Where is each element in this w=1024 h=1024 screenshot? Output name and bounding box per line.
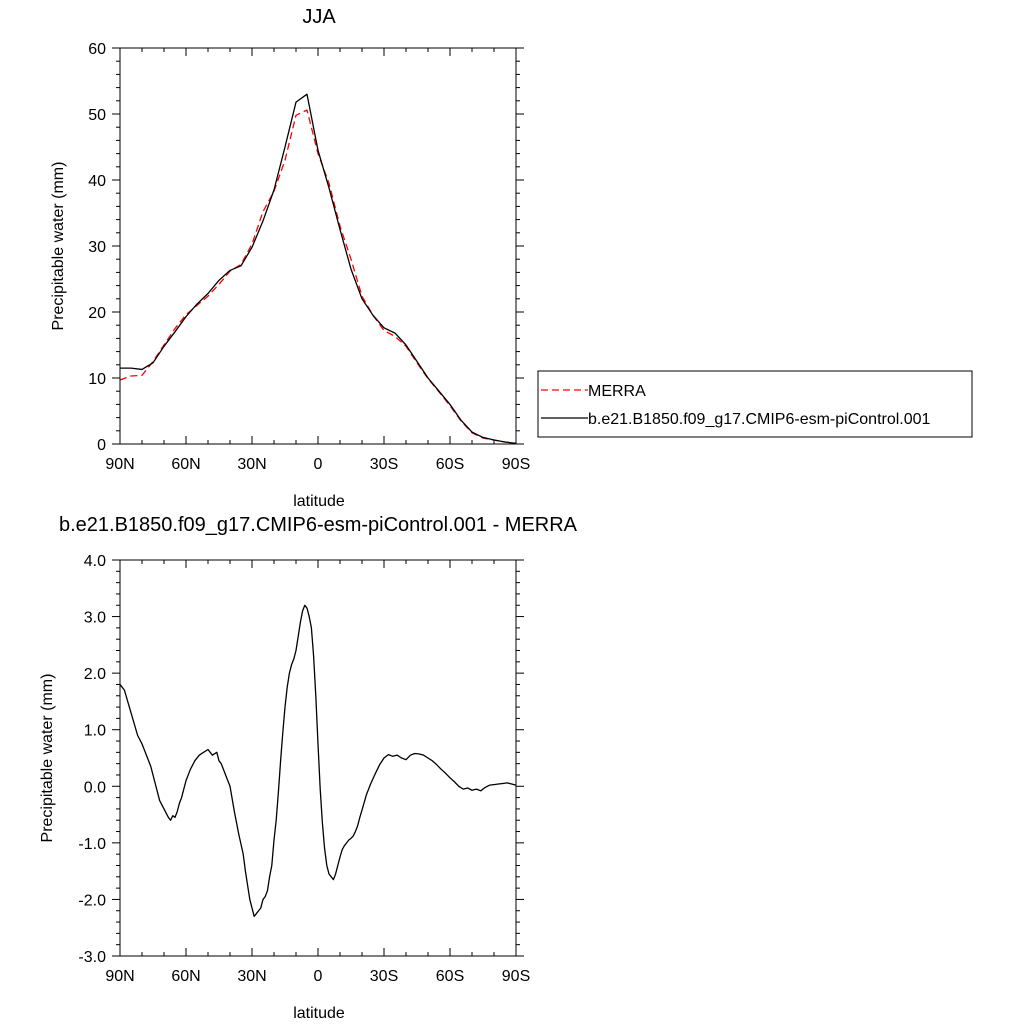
chart-bottom-series-difference-line xyxy=(119,604,517,918)
chart-top-y-tick-label: 0 xyxy=(97,437,106,454)
chart-top-x-tick-label: 60S xyxy=(436,456,464,473)
chart-bottom-y-tick-label: -3.0 xyxy=(78,949,106,966)
chart-top-y-tick-label: 20 xyxy=(88,305,106,322)
chart-bottom-y-tick-label: 4.0 xyxy=(84,553,106,570)
chart-top-series-merra-line xyxy=(119,109,517,444)
chart-bottom-y-axis-label: Precipitable water (mm) xyxy=(39,674,56,843)
chart-top-frame xyxy=(119,47,517,445)
legend-model-label: b.e21.B1850.f09_g17.CMIP6-esm-piControl.… xyxy=(588,411,931,428)
legend: MERRA b.e21.B1850.f09_g17.CMIP6-esm-piCo… xyxy=(537,370,973,438)
chart-top-x-tick-label: 60N xyxy=(171,456,200,473)
chart-top-title: JJA xyxy=(302,6,336,28)
chart-bottom-frame xyxy=(119,559,517,957)
chart-top-x-tick-label: 90S xyxy=(502,456,530,473)
chart-top-y-tick-label: 30 xyxy=(88,239,106,256)
chart-top: JJA 90N 60N 30N 0 30S 60S 90S 0 10 20 30 40 50 60 lat… xyxy=(50,6,530,510)
legend-frame xyxy=(537,370,973,438)
chart-bottom-x-tick-label: 60S xyxy=(436,968,464,985)
chart-top-x-tick-label: 30S xyxy=(370,456,398,473)
chart-bottom-y-tick-label: -1.0 xyxy=(78,836,106,853)
chart-top-x-tick-label: 0 xyxy=(314,456,323,473)
chart-bottom-x-tick-label: 30S xyxy=(370,968,398,985)
chart-top-series-model-line xyxy=(120,93,517,444)
chart-bottom-title: b.e21.B1850.f09_g17.CMIP6-esm-piControl.… xyxy=(59,514,578,536)
chart-bottom: b.e21.B1850.f09_g17.CMIP6-esm-piControl.… xyxy=(39,514,578,1022)
chart-top-y-tick-label: 50 xyxy=(88,107,106,124)
chart-bottom-x-tick-label: 0 xyxy=(314,968,323,985)
chart-top-x-tick-label: 30N xyxy=(237,456,266,473)
chart-bottom-y-tick-label: 0.0 xyxy=(84,779,106,796)
chart-bottom-x-axis-label: latitude xyxy=(293,1005,345,1022)
chart-bottom-y-tick-label: 2.0 xyxy=(84,666,106,683)
chart-top-y-tick-label: 10 xyxy=(88,371,106,388)
chart-bottom-y-tick-label: 1.0 xyxy=(84,723,106,740)
chart-bottom-y-tick-label: -2.0 xyxy=(78,892,106,909)
chart-top-x-tick-label: 90N xyxy=(105,456,134,473)
chart-bottom-x-tick-label: 30N xyxy=(237,968,266,985)
chart-top-y-tick-label: 40 xyxy=(88,173,106,190)
chart-bottom-x-tick-label: 60N xyxy=(171,968,200,985)
chart-top-y-tick-label: 60 xyxy=(88,41,106,58)
chart-top-x-axis-label: latitude xyxy=(293,493,345,510)
chart-bottom-y-tick-label: 3.0 xyxy=(84,610,106,627)
legend-merra-label: MERRA xyxy=(588,383,646,400)
chart-top-plot-area: 90N 60N 30N 0 30S 60S 90S 0 10 20 30 40 50 60 xyxy=(88,41,530,473)
chart-bottom-plot-area: 90N 60N 30N 0 30S 60S 90S -3.0 -2.0 -1.0 0.0 1.0 2.0… xyxy=(78,553,530,985)
chart-bottom-x-tick-label: 90S xyxy=(502,968,530,985)
chart-top-y-axis-label: Precipitable water (mm) xyxy=(50,162,67,331)
chart-bottom-x-tick-label: 90N xyxy=(105,968,134,985)
